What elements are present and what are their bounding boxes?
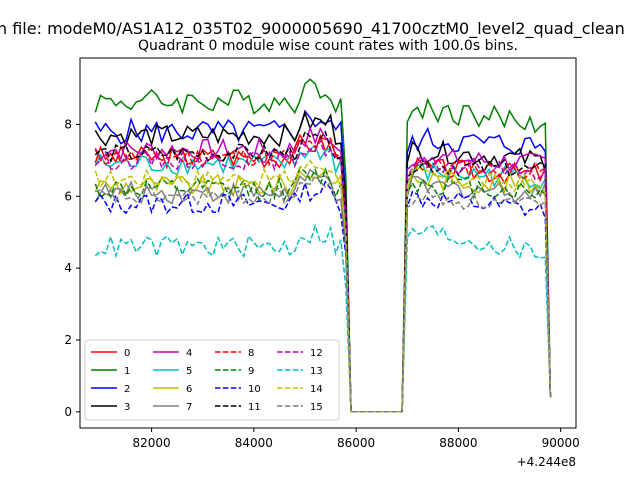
series-line-8 — [94, 136, 552, 413]
x-tick-label: 90000 — [542, 436, 580, 450]
series-line-0 — [94, 133, 552, 413]
legend-label: 12 — [310, 348, 323, 359]
series-line-5 — [94, 144, 552, 413]
legend-label: 11 — [248, 402, 261, 413]
legend-label: 4 — [186, 348, 192, 359]
series-line-13 — [94, 223, 552, 413]
x-axis: 82000 84000 86000 88000 90000 — [132, 428, 580, 450]
legend-label: 14 — [310, 384, 323, 395]
plot-area — [94, 78, 552, 413]
legend-label: 1 — [124, 366, 130, 377]
legend-box — [84, 339, 340, 421]
y-tick-label: 4 — [64, 261, 72, 275]
y-axis: 0 2 4 6 8 — [64, 117, 80, 419]
series-line-10 — [94, 180, 552, 413]
x-tick-label: 86000 — [337, 436, 375, 450]
chart-title: Quadrant 0 module wise count rates with … — [138, 38, 518, 54]
legend-label: 13 — [310, 366, 323, 377]
x-tick-label: 82000 — [132, 436, 170, 450]
x-axis-offset-label: +4.244e8 — [517, 455, 576, 469]
series-line-15 — [95, 175, 552, 413]
y-tick-label: 6 — [64, 189, 72, 203]
legend-label: 5 — [186, 366, 192, 377]
legend-label: 8 — [248, 348, 254, 359]
x-tick-label: 88000 — [439, 436, 477, 450]
y-tick-label: 0 — [64, 405, 72, 419]
y-tick-label: 8 — [64, 117, 72, 131]
plot-frame — [79, 57, 577, 429]
series-line-1 — [94, 78, 552, 413]
legend-label: 15 — [310, 402, 323, 413]
legend-label: 2 — [124, 384, 130, 395]
x-tick-label: 84000 — [235, 436, 273, 450]
legend-label: 3 — [124, 402, 130, 413]
y-tick-label: 2 — [64, 333, 72, 347]
series-line-12 — [94, 138, 552, 413]
series-line-14 — [94, 159, 552, 413]
legend-label: 0 — [124, 348, 130, 359]
legend-label: 9 — [248, 366, 254, 377]
series-line-11 — [94, 130, 552, 413]
legend-label: 7 — [186, 402, 192, 413]
legend-label: 6 — [186, 384, 192, 395]
legend-label: 10 — [248, 384, 261, 395]
figure-suptitle: n file: modeM0/AS1A12_035T02_9000005690_… — [0, 19, 625, 39]
